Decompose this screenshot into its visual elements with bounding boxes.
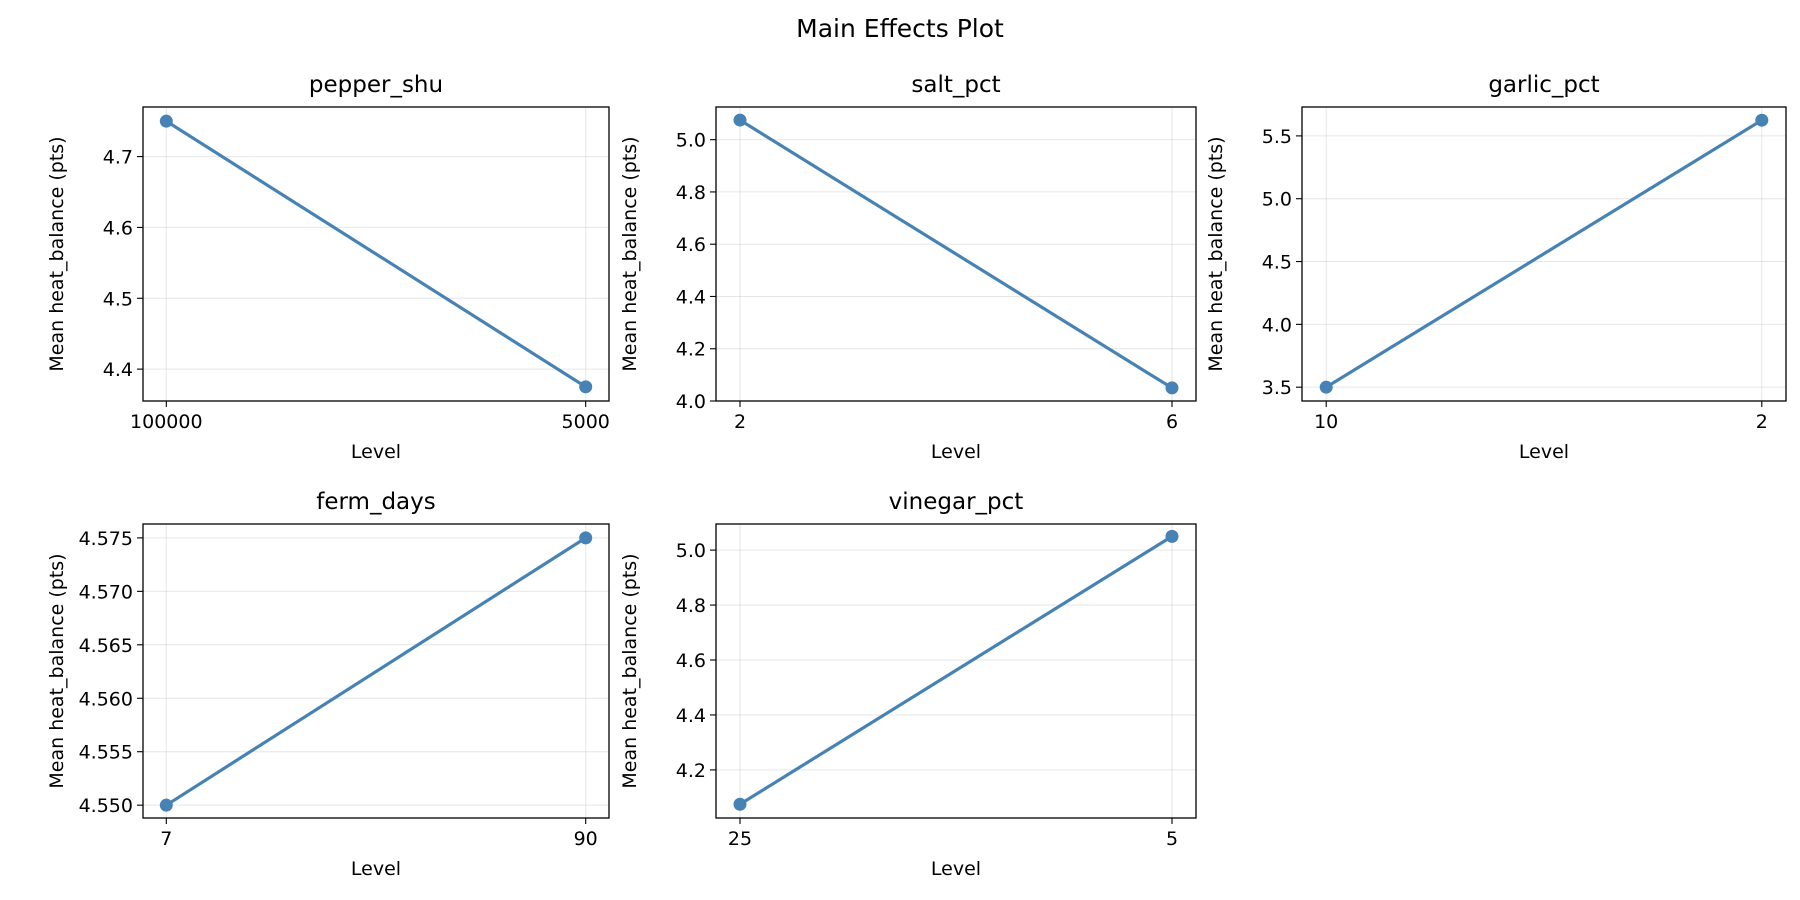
data-point xyxy=(579,380,593,394)
y-tick-label: 4.4 xyxy=(676,286,706,308)
y-tick-label: 5.0 xyxy=(676,540,706,562)
y-tick-label: 4.2 xyxy=(676,760,706,782)
panel-garlic_pct: 3.5 4.0 4.5 5.0 5.5 10 2 garlic_pct Level Mean he… xyxy=(1205,72,1787,463)
y-tick-label: 4.6 xyxy=(676,234,706,256)
data-point xyxy=(1755,113,1769,127)
y-tick-label: 4.6 xyxy=(676,650,706,672)
y-tick-label: 5.0 xyxy=(676,130,706,152)
x-axis-label: Level xyxy=(931,858,981,880)
y-tick-label: 4.4 xyxy=(676,705,706,727)
x-tick-label: 5000 xyxy=(562,411,610,433)
data-point xyxy=(733,797,747,811)
y-axis-label: Mean heat_balance (pts) xyxy=(46,553,68,788)
axes-frame xyxy=(715,523,1197,819)
panel-ferm_days: 4.550 4.555 4.560 4.565 4.570 4.575 7 90 ferm_da… xyxy=(46,489,610,880)
x-axis-label: Level xyxy=(1519,441,1569,463)
panel-title: pepper_shu xyxy=(309,72,443,98)
figure-title: Main Effects Plot xyxy=(796,14,1004,43)
series-line xyxy=(165,536,587,807)
y-tick-label: 4.8 xyxy=(676,595,706,617)
y-axis-label: Mean heat_balance (pts) xyxy=(1205,136,1227,371)
series-line xyxy=(1325,118,1763,389)
panel-title: salt_pct xyxy=(911,72,1000,98)
series-line xyxy=(739,118,1173,390)
panel-vinegar_pct: 4.2 4.4 4.6 4.8 5.0 25 5 vinegar_pct Level Mean h… xyxy=(619,489,1197,880)
y-tick-label: 4.8 xyxy=(676,182,706,204)
data-point xyxy=(579,531,593,545)
y-tick-label: 4.0 xyxy=(676,391,706,413)
data-point xyxy=(1165,529,1179,543)
x-axis-label: Level xyxy=(931,441,981,463)
axes-frame xyxy=(142,523,610,819)
axes-frame xyxy=(1301,106,1787,402)
panel-title: ferm_days xyxy=(316,489,436,515)
y-tick-label: 5.0 xyxy=(1262,189,1292,211)
y-tick-label: 4.570 xyxy=(79,581,133,603)
x-tick-label: 6 xyxy=(1166,411,1178,433)
y-tick-label: 4.565 xyxy=(79,635,133,657)
data-point xyxy=(733,113,747,127)
panels: 4.4 4.5 4.6 4.7 100000 5000 pepper_shu Level Mea… xyxy=(46,72,1787,880)
x-tick-label: 2 xyxy=(1756,411,1768,433)
y-tick-label: 4.5 xyxy=(103,288,133,310)
data-point xyxy=(1165,381,1179,395)
y-tick-label: 4.575 xyxy=(79,528,133,550)
x-tick-label: 2 xyxy=(734,411,746,433)
y-tick-label: 4.4 xyxy=(103,359,133,381)
x-tick-label: 100000 xyxy=(130,411,203,433)
series-line xyxy=(739,535,1173,806)
x-axis-label: Level xyxy=(351,858,401,880)
y-tick-label: 4.2 xyxy=(676,339,706,361)
x-tick-label: 5 xyxy=(1166,828,1178,850)
x-tick-label: 25 xyxy=(728,828,752,850)
y-tick-label: 4.5 xyxy=(1262,252,1292,274)
x-tick-label: 90 xyxy=(574,828,598,850)
y-tick-label: 4.7 xyxy=(103,147,133,169)
x-axis-label: Level xyxy=(351,441,401,463)
axes-frame xyxy=(142,106,610,402)
panel-title: vinegar_pct xyxy=(889,489,1024,515)
panel-pepper_shu: 4.4 4.5 4.6 4.7 100000 5000 pepper_shu Level Mea… xyxy=(46,72,610,463)
y-tick-label: 4.560 xyxy=(79,688,133,710)
panel-title: garlic_pct xyxy=(1488,72,1599,98)
y-tick-label: 4.555 xyxy=(79,742,133,764)
x-tick-label: 7 xyxy=(160,828,172,850)
series-line xyxy=(165,119,587,389)
y-axis-label: Mean heat_balance (pts) xyxy=(619,553,641,788)
y-tick-label: 4.6 xyxy=(103,217,133,239)
data-point xyxy=(159,798,173,812)
y-tick-label: 3.5 xyxy=(1262,377,1292,399)
data-point xyxy=(159,114,173,128)
axes-frame xyxy=(715,106,1197,402)
y-tick-label: 4.0 xyxy=(1262,314,1292,336)
y-tick-label: 5.5 xyxy=(1262,126,1292,148)
y-tick-label: 4.550 xyxy=(79,795,133,817)
y-axis-label: Mean heat_balance (pts) xyxy=(46,136,68,371)
y-axis-label: Mean heat_balance (pts) xyxy=(619,136,641,371)
data-point xyxy=(1319,380,1333,394)
panel-salt_pct: 4.0 4.2 4.4 4.6 4.8 5.0 2 6 salt_pct Level Mean he… xyxy=(619,72,1197,463)
x-tick-label: 10 xyxy=(1314,411,1338,433)
